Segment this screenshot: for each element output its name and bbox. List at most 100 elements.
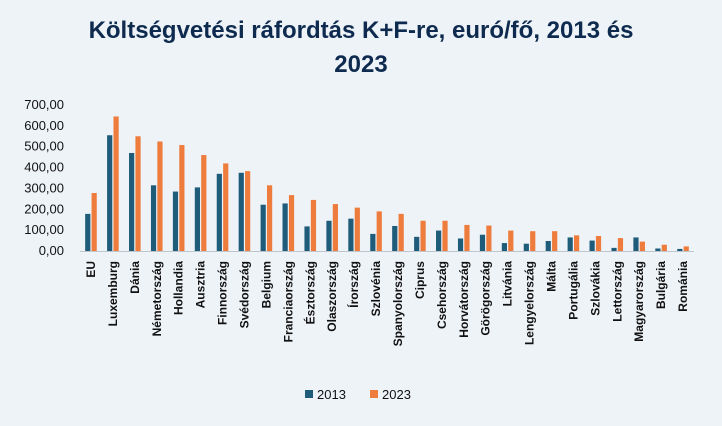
x-tick-label: Ausztria — [194, 261, 208, 309]
bar-2013-7 — [238, 172, 244, 251]
y-tick-label: 500,00 — [24, 139, 64, 154]
bar-2023-7 — [245, 171, 251, 251]
x-tick-label: Finnország — [216, 261, 230, 325]
bar-2013-12 — [348, 218, 354, 251]
bar-2023-20 — [530, 231, 536, 251]
bar-2013-9 — [282, 203, 288, 251]
bar-2013-20 — [523, 243, 529, 251]
bar-2013-23 — [589, 240, 595, 251]
x-tick-label: Málta — [544, 261, 558, 292]
y-tick-label: 200,00 — [24, 201, 64, 216]
bar-2023-4 — [179, 145, 185, 251]
bar-2023-26 — [661, 244, 667, 251]
y-tick-label: 100,00 — [24, 222, 64, 237]
bar-2023-9 — [288, 195, 295, 251]
bar-2023-5 — [201, 155, 207, 251]
bar-2023-12 — [354, 207, 360, 251]
bar-2013-15 — [414, 236, 420, 251]
bar-2023-10 — [310, 199, 317, 251]
x-tick-label: Csehország — [435, 261, 449, 329]
bar-2023-8 — [266, 185, 273, 251]
bar-2013-16 — [436, 230, 442, 251]
bar-2013-14 — [392, 225, 398, 251]
bar-2023-1 — [113, 116, 119, 251]
x-tick-label: Dánia — [128, 261, 142, 294]
x-tick-label: Olaszország — [325, 261, 339, 332]
bar-2013-11 — [326, 220, 332, 251]
x-tick-label: Németország — [150, 261, 164, 336]
y-tick-label: 300,00 — [24, 180, 64, 195]
y-tick-label: 600,00 — [24, 118, 64, 133]
y-tick-label: 0,00 — [39, 243, 64, 258]
x-tick-label: Franciaország — [281, 261, 295, 342]
x-tick-label: Bulgária — [654, 261, 668, 309]
bar-2023-11 — [332, 204, 338, 251]
x-tick-label: Belgium — [259, 261, 273, 308]
x-tick-label: Románia — [676, 261, 690, 312]
bar-2023-13 — [376, 211, 382, 251]
bar-2013-26 — [655, 248, 661, 251]
bar-2023-27 — [683, 246, 689, 251]
bar-2013-17 — [457, 238, 464, 251]
x-tick-label: EU — [84, 261, 98, 278]
x-tick-label: Írország — [346, 261, 361, 308]
bar-2023-24 — [617, 238, 624, 251]
bar-2013-13 — [370, 233, 376, 251]
x-tick-label: Horvátország — [457, 261, 471, 338]
bar-2023-19 — [508, 230, 514, 251]
bar-2013-0 — [85, 213, 91, 251]
bar-2023-21 — [552, 231, 558, 251]
x-tick-label: Svédország — [237, 261, 251, 328]
bar-2023-23 — [595, 235, 602, 251]
bar-2023-14 — [398, 213, 404, 251]
bar-2023-18 — [486, 225, 492, 251]
x-tick-label: Luxemburg — [106, 261, 120, 326]
bar-2013-2 — [129, 152, 135, 251]
x-tick-label: Spanyolország — [391, 261, 405, 346]
x-tick-label: Észtország — [302, 261, 317, 324]
bar-2023-16 — [442, 220, 448, 251]
bar-2013-18 — [479, 234, 486, 251]
x-tick-label: Hollandia — [172, 261, 186, 315]
legend-label-2023: 2023 — [382, 387, 411, 402]
chart-title-line-2: 2023 — [334, 51, 388, 78]
bar-2013-24 — [611, 247, 617, 251]
x-tick-label: Lettország — [610, 261, 624, 322]
bar-2023-17 — [464, 224, 470, 251]
legend-label-2013: 2013 — [317, 387, 346, 402]
bar-2013-3 — [150, 185, 157, 251]
bar-2023-0 — [91, 193, 97, 251]
x-tick-label: Portugália — [566, 261, 580, 320]
x-tick-label: Magyarország — [632, 261, 646, 342]
bar-2013-8 — [260, 204, 266, 251]
bar-2013-27 — [677, 248, 683, 251]
bar-2013-25 — [633, 237, 639, 251]
chart-title: Költségvetési ráfordtás K+F-re, euró/fő,… — [0, 14, 722, 82]
x-tick-label: Lengyelország — [523, 261, 537, 345]
bar-2023-6 — [223, 163, 229, 251]
legend-swatch-2023 — [370, 390, 378, 398]
bar-2023-3 — [157, 141, 163, 251]
bar-2023-22 — [573, 235, 580, 251]
bar-2013-1 — [107, 135, 113, 251]
y-tick-label: 700,00 — [24, 97, 64, 112]
bar-2013-4 — [172, 191, 179, 251]
chart-title-line-1: Költségvetési ráfordtás K+F-re, euró/fő,… — [88, 17, 634, 44]
bar-2013-10 — [304, 226, 310, 251]
bar-2023-15 — [420, 220, 426, 251]
bar-2013-21 — [545, 240, 551, 251]
x-tick-label: Görögország — [479, 261, 493, 336]
x-tick-label: Litvánia — [501, 261, 515, 307]
bar-2023-25 — [639, 241, 645, 251]
bar-2023-2 — [135, 136, 141, 251]
bar-2013-6 — [216, 173, 222, 251]
y-tick-label: 400,00 — [24, 160, 64, 175]
bar-2013-22 — [567, 237, 573, 251]
bar-2013-5 — [194, 187, 201, 251]
x-tick-label: Szlovákia — [588, 261, 602, 316]
x-tick-label: Ciprus — [413, 261, 427, 299]
x-tick-label: Szlovénia — [369, 261, 383, 317]
bar-2013-19 — [501, 243, 508, 251]
